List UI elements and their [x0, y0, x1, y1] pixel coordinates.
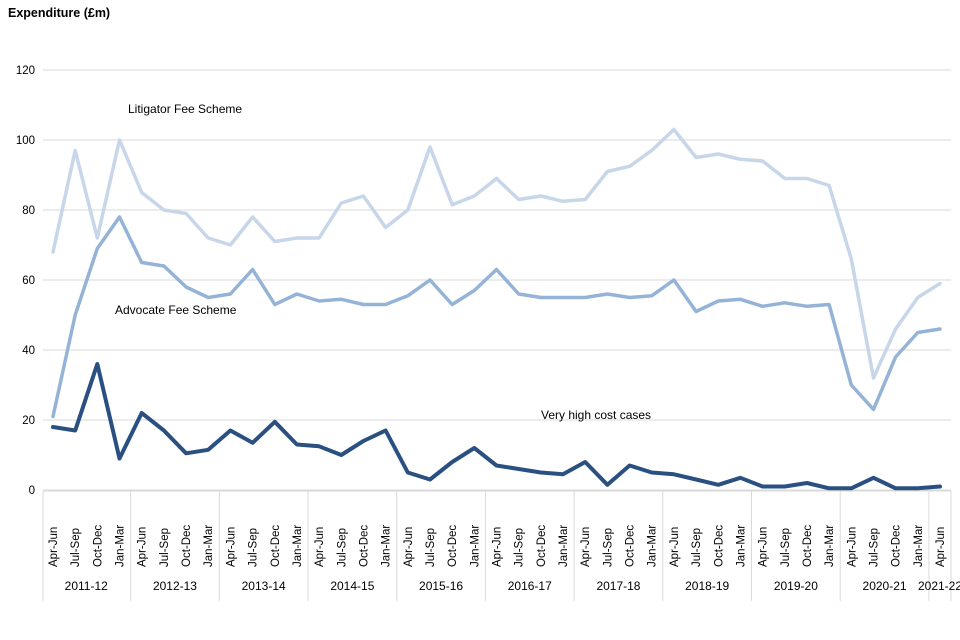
x-quarter-label: Jul-Sep: [780, 528, 792, 567]
x-year-label: 2011-12: [65, 579, 108, 593]
series-label-litigator-fee-scheme: Litigator Fee Scheme: [128, 102, 243, 116]
x-quarter-label: Apr-Jun: [935, 527, 947, 567]
x-quarter-label: Oct-Dec: [891, 525, 903, 567]
x-quarter-label: Jan-Mar: [292, 525, 304, 567]
x-quarter-label: Apr-Jun: [669, 527, 681, 567]
x-year-label: 2012-13: [153, 579, 197, 593]
y-tick-label: 0: [29, 485, 35, 497]
x-quarter-label: Oct-Dec: [92, 525, 104, 567]
y-tick-label: 120: [16, 65, 35, 77]
x-quarter-label: Jul-Sep: [336, 528, 348, 567]
x-quarter-label: Jan-Mar: [469, 525, 481, 567]
x-quarter-label: Oct-Dec: [181, 525, 193, 567]
series-label-very-high-cost-cases: Very high cost cases: [541, 408, 652, 422]
x-quarter-label: Apr-Jun: [758, 527, 770, 567]
y-tick-label: 40: [22, 345, 35, 357]
x-quarter-label: Jan-Mar: [558, 525, 570, 567]
x-quarter-label: Jul-Sep: [514, 528, 526, 567]
x-quarter-label: Oct-Dec: [713, 525, 725, 567]
y-tick-label: 20: [22, 415, 35, 427]
y-tick-label: 60: [22, 275, 35, 287]
x-year-label: 2013-14: [242, 579, 286, 593]
x-quarter-label: Oct-Dec: [802, 525, 814, 567]
x-quarter-label: Jul-Sep: [70, 528, 82, 567]
y-tick-label: 80: [22, 205, 35, 217]
x-quarter-label: Apr-Jun: [48, 527, 60, 567]
x-quarter-label: Jul-Sep: [425, 528, 437, 567]
x-year-label: 2017-18: [596, 579, 640, 593]
x-quarter-label: Jul-Sep: [691, 528, 703, 567]
x-quarter-label: Apr-Jun: [846, 527, 858, 567]
x-quarter-label: Jan-Mar: [735, 525, 747, 567]
x-year-label: 2014-15: [330, 579, 374, 593]
x-quarter-label: Apr-Jun: [403, 527, 415, 567]
x-quarter-label: Jul-Sep: [248, 528, 260, 567]
x-quarter-label: Oct-Dec: [270, 525, 282, 567]
y-tick-label: 100: [16, 135, 35, 147]
x-year-label: 2021-22: [918, 579, 960, 593]
x-quarter-label: Jan-Mar: [203, 525, 215, 567]
x-quarter-label: Apr-Jun: [492, 527, 504, 567]
x-year-label: 2015-16: [419, 579, 463, 593]
x-quarter-label: Jul-Sep: [159, 528, 171, 567]
series-line-very-high-cost-cases: [51, 362, 942, 491]
series-label-advocate-fee-scheme: Advocate Fee Scheme: [115, 303, 237, 317]
x-quarter-label: Apr-Jun: [580, 527, 592, 567]
x-quarter-label: Jan-Mar: [115, 525, 127, 567]
x-quarter-label: Jul-Sep: [602, 528, 614, 567]
series-line-litigator-fee-scheme: [51, 127, 942, 380]
x-quarter-label: Jan-Mar: [913, 525, 925, 567]
x-quarter-label: Oct-Dec: [536, 525, 548, 567]
x-quarter-label: Apr-Jun: [225, 527, 237, 567]
x-quarter-label: Apr-Jun: [314, 527, 326, 567]
x-quarter-label: Oct-Dec: [447, 525, 459, 567]
series-line-advocate-fee-scheme: [51, 215, 942, 419]
x-quarter-label: Oct-Dec: [358, 525, 370, 567]
x-quarter-label: Oct-Dec: [625, 525, 637, 567]
x-year-label: 2016-17: [508, 579, 552, 593]
x-quarter-label: Apr-Jun: [137, 527, 149, 567]
x-year-label: 2019-20: [774, 579, 818, 593]
x-quarter-label: Jan-Mar: [647, 525, 659, 567]
x-quarter-label: Jan-Mar: [381, 525, 393, 567]
x-year-label: 2020-21: [863, 579, 907, 593]
x-quarter-label: Jan-Mar: [824, 525, 836, 567]
y-axis-title: Expenditure (£m): [8, 6, 111, 20]
x-quarter-label: Jul-Sep: [868, 528, 880, 567]
x-year-label: 2018-19: [685, 579, 729, 593]
